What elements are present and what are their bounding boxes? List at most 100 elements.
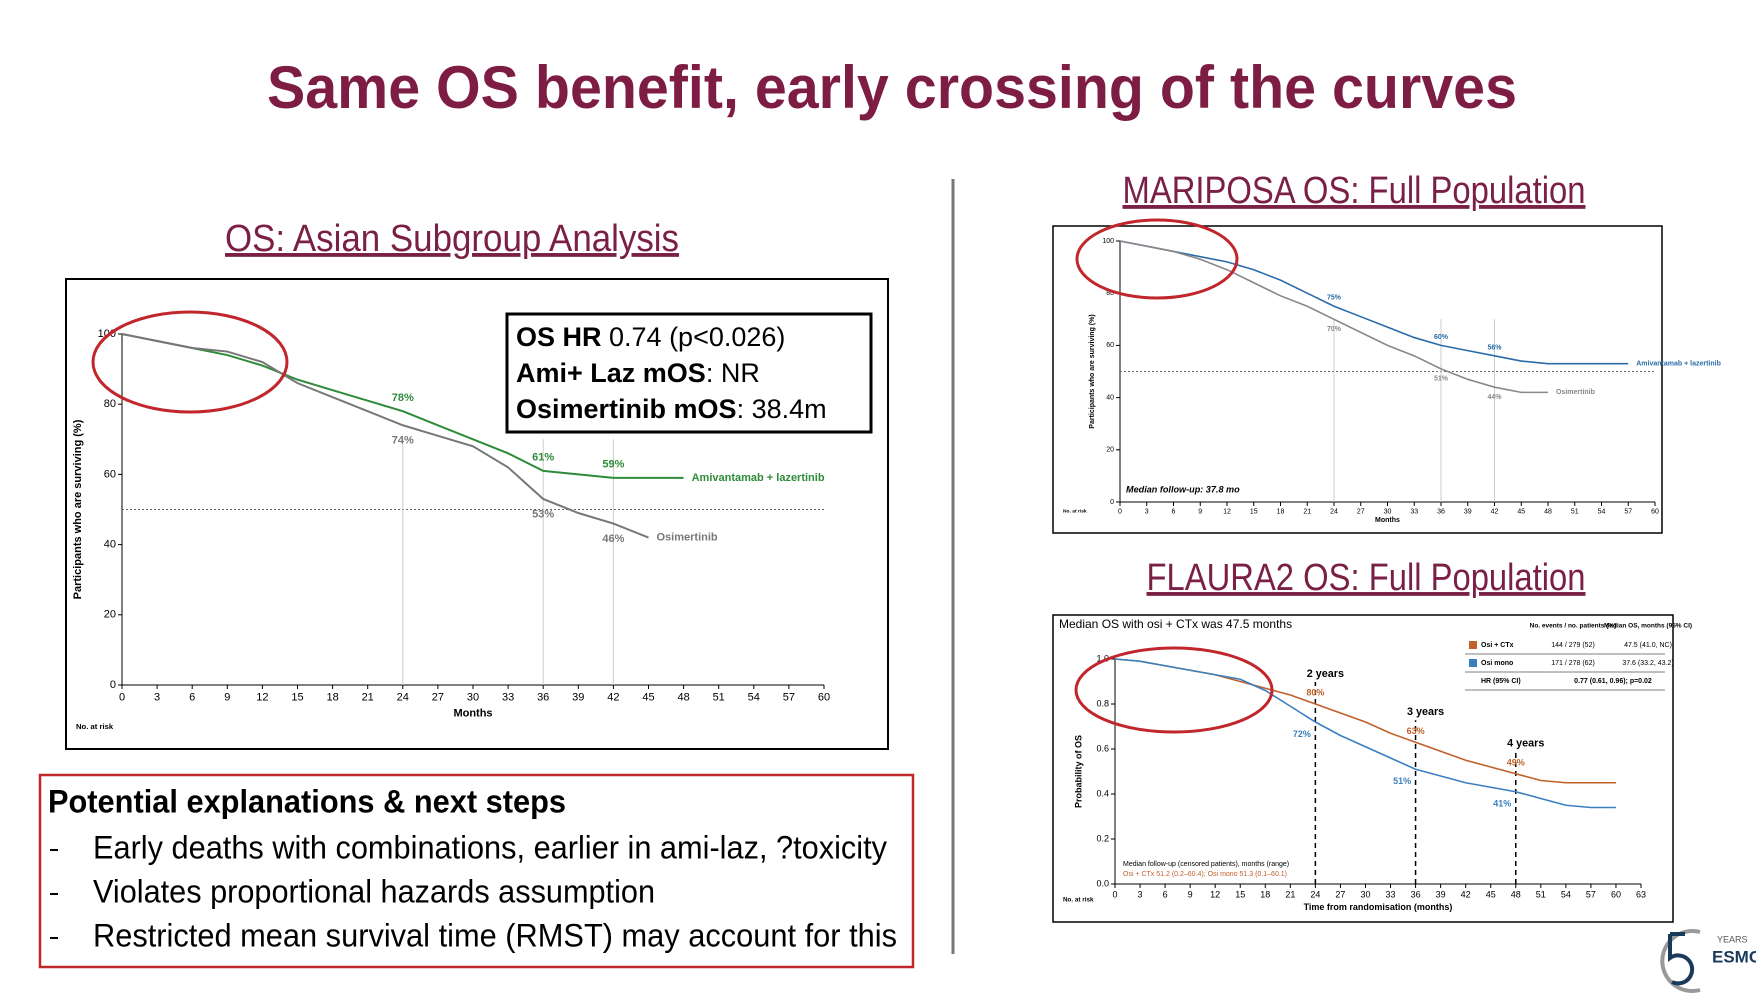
x-tick-label: 24 [397, 692, 409, 704]
value-label: 51% [1434, 376, 1449, 383]
bullet: Early deaths with combinations, earlier … [93, 829, 887, 865]
value-label: 41% [1493, 799, 1511, 809]
x-tick-label: 54 [748, 692, 760, 704]
x-tick-label: 36 [537, 692, 549, 704]
x-tick-label: 0 [1118, 508, 1122, 515]
highlight-ellipse [91, 310, 289, 414]
legend-swatch [1469, 641, 1477, 649]
charts: 0 3 6 9 12 15 18 21 24 27 30 33 36 39 42 45 48 51 54 57 6002… [72, 238, 1721, 912]
value-label: 70% [1327, 326, 1342, 333]
stat-value: : NR [706, 358, 760, 388]
x-tick-label: 60 [1611, 890, 1621, 900]
x-tick-label: 33 [502, 692, 514, 704]
x-tick-label: 51 [713, 692, 725, 704]
y-axis-label: Participants who are surviving (%) [1089, 314, 1096, 428]
y-tick-label: 0.6 [1096, 743, 1109, 753]
x-tick-label: 39 [1436, 890, 1446, 900]
chart-frame [1052, 225, 1663, 534]
value-label: 59% [602, 459, 624, 471]
logo-years: YEARS [1717, 934, 1748, 944]
table-cell: 171 / 278 (62) [1551, 660, 1595, 667]
series-label: Osimertinib [657, 531, 718, 543]
y-tick-label: 0 [110, 679, 116, 691]
x-tick-label: 15 [1235, 890, 1245, 900]
table-cell: 144 / 279 (52) [1551, 642, 1595, 649]
explanations-box: Potential explanations & next steps Earl… [38, 773, 915, 969]
x-tick-label: 51 [1536, 890, 1546, 900]
x-tick-label: 15 [291, 692, 303, 704]
stat-key: Ami+ Laz mOS [516, 358, 706, 388]
x-tick-label: 9 [224, 692, 230, 704]
value-label: 75% [1327, 295, 1342, 302]
x-tick-label: 33 [1386, 890, 1396, 900]
table-cell: 37.6 (33.2, 43.2) [1622, 660, 1673, 667]
x-tick-label: 9 [1198, 508, 1202, 515]
chart-note: Median follow-up: 37.8 mo [1126, 484, 1240, 494]
at-risk-label: No. at risk [1063, 897, 1094, 904]
y-tick-label: 80 [104, 398, 116, 410]
x-tick-label: 36 [1411, 890, 1421, 900]
survival-line [121, 333, 649, 539]
series-label: Amivantamab + lazertinib [1636, 361, 1721, 368]
value-label: 63% [1407, 726, 1425, 736]
x-tick-label: 57 [783, 692, 795, 704]
x-tick-label: 0 [119, 692, 125, 704]
x-tick-label: 60 [1651, 508, 1659, 515]
y-tick-label: 40 [1106, 394, 1114, 401]
y-tick-label: 60 [104, 468, 116, 480]
slide-title: Same OS benefit, early crossing of the c… [267, 54, 1517, 121]
x-tick-label: 42 [1461, 890, 1471, 900]
x-tick-label: 30 [1384, 508, 1392, 515]
x-tick-label: 57 [1624, 508, 1632, 515]
footnote: Osi + CTx 51.2 (0.2–60.4); Osi mono 51.3… [1123, 871, 1287, 878]
x-tick-label: 27 [432, 692, 444, 704]
logo-five [1668, 932, 1695, 986]
bullet: Violates proportional hazards assumption [93, 873, 655, 909]
y-tick-label: 0.2 [1096, 833, 1109, 843]
survival-line [1119, 240, 1548, 394]
milestone-label: 3 years [1407, 706, 1444, 718]
y-tick-label: 0.4 [1096, 788, 1109, 798]
x-tick-label: 42 [1491, 508, 1499, 515]
value-label: 51% [1393, 776, 1411, 786]
x-tick-label: 24 [1330, 508, 1338, 515]
x-tick-label: 12 [1210, 890, 1220, 900]
value-label: 80% [1306, 688, 1324, 698]
x-tick-label: 3 [1138, 890, 1143, 900]
x-tick-label: 6 [1163, 890, 1168, 900]
table-cell: HR (95% CI) [1481, 678, 1521, 685]
at-risk-label: No. at risk [1063, 508, 1087, 514]
x-tick-label: 21 [1285, 890, 1295, 900]
x-tick-label: 36 [1437, 508, 1445, 515]
x-tick-label: 54 [1598, 508, 1606, 515]
value-label: 72% [1293, 729, 1311, 739]
x-tick-label: 30 [1360, 890, 1370, 900]
legend-swatch [1469, 659, 1477, 667]
value-label: 56% [1487, 344, 1502, 351]
x-tick-label: 57 [1586, 890, 1596, 900]
x-tick-label: 6 [1172, 508, 1176, 515]
series-label: Osimertinib [1556, 389, 1595, 396]
highlight-ellipse [1074, 646, 1274, 734]
footnote: Median follow-up (censored patients), mo… [1123, 861, 1289, 868]
milestone-label: 2 years [1307, 668, 1344, 680]
x-tick-label: 48 [1544, 508, 1552, 515]
table-cell: 0.77 (0.61, 0.96); p=0.02 [1574, 678, 1652, 685]
x-tick-label: 24 [1310, 890, 1320, 900]
x-tick-label: 39 [1464, 508, 1472, 515]
x-tick-label: 12 [256, 692, 268, 704]
x-tick-label: 63 [1636, 890, 1646, 900]
section-heading: FLAURA2 OS: Full Population [1147, 557, 1586, 599]
table-cell: Osi + CTx [1481, 642, 1514, 649]
table-header: No. events / no. patients (%) [1530, 623, 1617, 630]
x-tick-label: 45 [642, 692, 654, 704]
x-tick-label: 0 [1112, 890, 1117, 900]
y-tick-label: 60 [1106, 342, 1114, 349]
stat-line: OS HR 0.74 (p<0.026) [516, 322, 785, 352]
table-cell: Osi mono [1481, 660, 1513, 667]
stat-line: Osimertinib mOS: 38.4m [516, 394, 827, 424]
y-tick-label: 40 [104, 539, 116, 551]
x-tick-label: 18 [1260, 890, 1270, 900]
